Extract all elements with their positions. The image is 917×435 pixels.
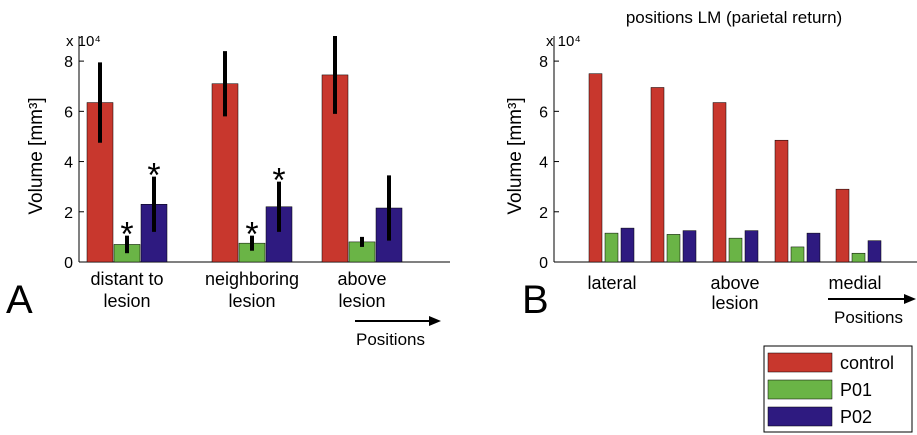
bar-control bbox=[712, 102, 727, 263]
bar-p01 bbox=[666, 234, 681, 263]
bar-p02 bbox=[744, 230, 759, 263]
bar-control bbox=[650, 87, 665, 263]
panel-b-position-label: lateral bbox=[587, 273, 636, 293]
panel-a-ytick-label: 6 bbox=[64, 104, 73, 121]
panel-b-title: positions LM (parietal return) bbox=[626, 8, 842, 27]
panel-a-positions-arrowhead bbox=[429, 316, 441, 326]
significance-star: * bbox=[245, 216, 258, 254]
panel-a-positions-label: Positions bbox=[356, 330, 425, 349]
panel-a-category-label: lesion bbox=[338, 291, 385, 311]
legend-label-control: control bbox=[840, 353, 894, 373]
legend-label-p01: P01 bbox=[840, 380, 872, 400]
panel-a-ytick-label: 4 bbox=[64, 155, 73, 172]
legend-swatch-p01 bbox=[767, 379, 833, 400]
significance-star: * bbox=[272, 162, 285, 200]
bar-p01 bbox=[604, 232, 619, 263]
panel-a-letter: A bbox=[6, 278, 33, 322]
panel-b-position-label: above bbox=[710, 273, 759, 293]
panel-a-multiplier: x 10⁴ bbox=[66, 33, 101, 50]
panel-a-ytick-label: 2 bbox=[64, 205, 73, 222]
panel-a-ytick-label: 0 bbox=[64, 255, 73, 272]
bar-control bbox=[774, 139, 789, 263]
bar-p01 bbox=[790, 246, 805, 263]
bar-p02 bbox=[620, 227, 635, 263]
legend: control P01 P02 bbox=[763, 345, 913, 433]
panel-b-position-label: lesion bbox=[711, 293, 758, 313]
panel-a-chart: x 10⁴ Volume [mm³] 0 2 4 6 8 * * * * distant to… bbox=[6, 33, 450, 349]
panel-b-positions-arrowhead bbox=[904, 294, 916, 304]
panel-b-ytick-label: 0 bbox=[539, 255, 548, 272]
bar-control bbox=[588, 73, 603, 263]
bar-p02 bbox=[867, 240, 882, 263]
panel-b-position-label: medial bbox=[828, 273, 881, 293]
panel-a-category-label: lesion bbox=[228, 291, 275, 311]
panel-a-category-label: neighboring bbox=[205, 269, 299, 289]
panel-b-ytick-label: 8 bbox=[539, 54, 548, 71]
panel-a-ytick-label: 8 bbox=[64, 54, 73, 71]
panel-a-ylabel: Volume [mm³] bbox=[26, 97, 47, 214]
panel-a-category-label: distant to bbox=[90, 269, 163, 289]
panel-b-ytick-label: 6 bbox=[539, 104, 548, 121]
panel-b-ytick-label: 2 bbox=[539, 205, 548, 222]
significance-star: * bbox=[120, 216, 133, 254]
legend-label-p02: P02 bbox=[840, 407, 872, 427]
bar-p01 bbox=[728, 237, 743, 263]
bar-control bbox=[835, 188, 850, 263]
panel-b-multiplier: x 10⁴ bbox=[546, 33, 581, 50]
panel-a-category-label: lesion bbox=[103, 291, 150, 311]
significance-star: * bbox=[147, 157, 160, 195]
panel-b-chart: positions LM (parietal return) x 10⁴ Vol… bbox=[505, 8, 917, 327]
bar-p02 bbox=[806, 232, 821, 263]
panel-b-ylabel: Volume [mm³] bbox=[505, 97, 526, 214]
legend-swatch-p02 bbox=[767, 406, 833, 427]
panel-b-letter: B bbox=[522, 278, 549, 322]
panel-b-positions-label: Positions bbox=[834, 308, 903, 327]
panel-a-category-label: above bbox=[337, 269, 386, 289]
panel-b-ytick-label: 4 bbox=[539, 155, 548, 172]
legend-swatch-control bbox=[767, 352, 833, 373]
bar-p01 bbox=[851, 252, 866, 263]
bar-p02 bbox=[682, 230, 697, 263]
